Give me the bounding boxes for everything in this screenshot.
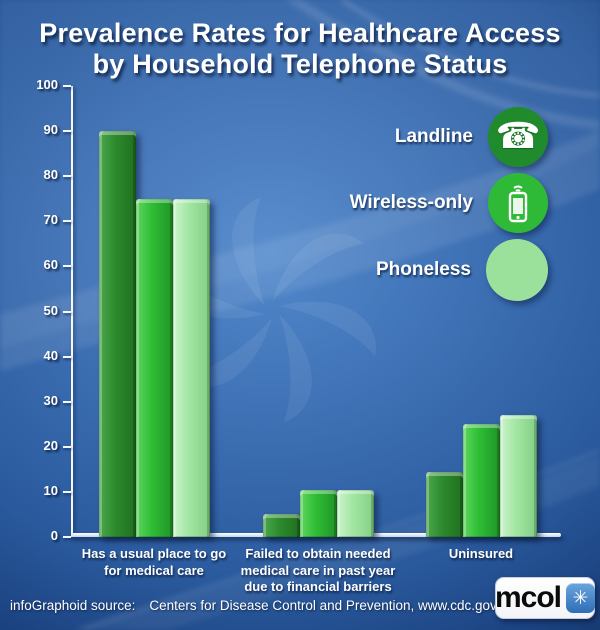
y-tick-label-40: 40 bbox=[43, 347, 58, 363]
legend-label-landline: Landline bbox=[394, 126, 473, 147]
bar-phoneless-group1 bbox=[173, 198, 210, 537]
y-tick-label-80: 80 bbox=[43, 167, 58, 183]
bar-landline-group1 bbox=[99, 131, 136, 537]
bar-wireless-only-group3 bbox=[463, 424, 500, 537]
y-tick-70 bbox=[63, 220, 71, 223]
y-tick-40 bbox=[63, 355, 71, 358]
y-tick-80 bbox=[63, 175, 71, 178]
source-label: infoGraphoid source: bbox=[10, 598, 136, 613]
mcol-logo-text: mcol bbox=[495, 581, 562, 614]
y-tick-label-30: 30 bbox=[43, 392, 58, 408]
pinwheel-asterisk-icon: ✳ bbox=[566, 583, 595, 613]
y-tick-60 bbox=[63, 265, 71, 268]
category-label-group1: Has a usual place to go for medical care bbox=[81, 546, 227, 578]
category-label-group2: Failed to obtain needed medical care in p… bbox=[240, 546, 396, 595]
y-tick-label-10: 10 bbox=[43, 482, 58, 498]
y-tick-10 bbox=[63, 490, 71, 493]
legend-swatch-landline: ☎ bbox=[488, 107, 548, 167]
y-tick-0 bbox=[63, 536, 71, 538]
bar-wireless-only-group1 bbox=[136, 198, 173, 537]
chart-title: Prevalence Rates for Healthcare Access b… bbox=[0, 18, 600, 80]
smartphone-icon bbox=[508, 185, 528, 223]
y-tick-label-0: 0 bbox=[50, 528, 58, 543]
bar-wireless-only-group2 bbox=[300, 489, 337, 537]
bar-phoneless-group3 bbox=[500, 415, 537, 537]
rotary-phone-icon: ☎ bbox=[495, 116, 541, 157]
chart-title-line1: Prevalence Rates for Healthcare Access bbox=[39, 18, 561, 48]
legend-item-wireless-only: Wireless-only bbox=[350, 173, 548, 233]
source-attribution: infoGraphoid source: Centers for Disease … bbox=[10, 598, 497, 613]
legend-item-phoneless: Phoneless bbox=[376, 239, 548, 301]
y-tick-90 bbox=[63, 130, 71, 133]
source-text: Centers for Disease Control and Preventi… bbox=[149, 598, 497, 613]
mcol-logo: mcol ✳ bbox=[495, 577, 595, 619]
y-axis-line bbox=[71, 86, 73, 537]
bar-phoneless-group2 bbox=[337, 489, 374, 537]
y-tick-label-100: 100 bbox=[36, 77, 58, 92]
legend-label-wireless-only: Wireless-only bbox=[349, 192, 473, 213]
y-tick-20 bbox=[63, 445, 71, 448]
y-tick-label-50: 50 bbox=[43, 302, 58, 318]
y-tick-30 bbox=[63, 400, 71, 403]
y-tick-label-20: 20 bbox=[43, 437, 58, 453]
bar-landline-group3 bbox=[426, 471, 463, 537]
legend-swatch-phoneless bbox=[486, 239, 548, 301]
legend-swatch-wireless-only bbox=[488, 173, 548, 233]
y-tick-label-70: 70 bbox=[43, 212, 58, 228]
category-label-group3: Uninsured bbox=[448, 546, 514, 561]
y-tick-label-90: 90 bbox=[43, 122, 58, 138]
y-tick-label-60: 60 bbox=[43, 257, 58, 273]
chart-title-line2: by Household Telephone Status bbox=[92, 49, 508, 80]
legend-label-phoneless: Phoneless bbox=[375, 259, 471, 280]
y-tick-100 bbox=[63, 85, 71, 87]
bar-landline-group2 bbox=[263, 514, 300, 537]
y-tick-50 bbox=[63, 310, 71, 313]
legend-item-landline: Landline ☎ bbox=[395, 107, 548, 167]
